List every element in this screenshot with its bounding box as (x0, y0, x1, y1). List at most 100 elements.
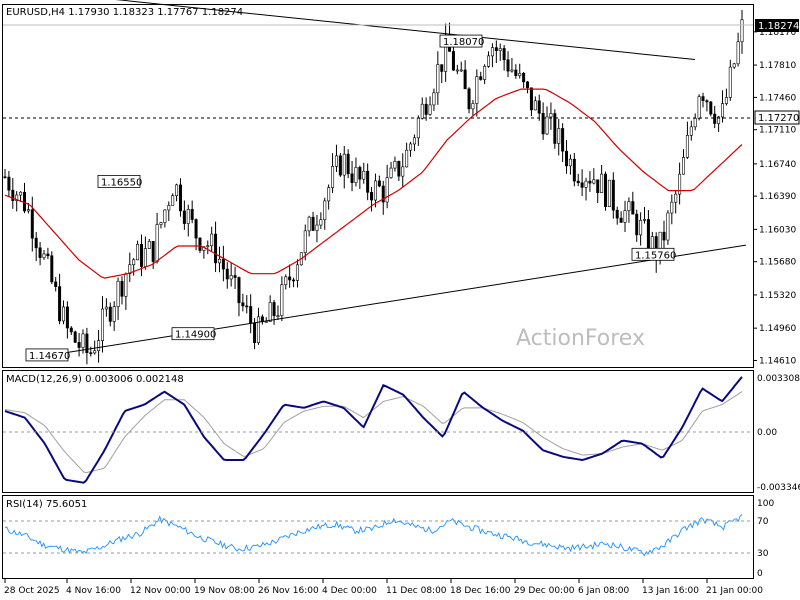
candle-body (19, 191, 23, 196)
candle-body (280, 284, 284, 316)
reference-level-box (754, 110, 800, 125)
candle-body (190, 209, 194, 220)
candle-body (553, 113, 557, 144)
candle-body (26, 209, 30, 212)
candle-body (311, 216, 315, 231)
price-tick-label: 1.14960 (759, 324, 796, 334)
annotation-label: 1.14670 (29, 351, 70, 362)
candle-body (572, 158, 576, 182)
candle-body (533, 100, 537, 111)
macd-tick-zero: 0.00 (757, 428, 777, 438)
current-price-box (755, 19, 799, 32)
candle-body (30, 209, 34, 239)
candle-body (409, 143, 413, 151)
candle-body (541, 112, 545, 135)
annotation-box (171, 327, 215, 341)
annotation-box (631, 247, 675, 261)
candle-body (689, 126, 693, 136)
candle-body (42, 253, 46, 258)
x-tick-label: 18 Dec 16:00 (450, 586, 511, 596)
reference-level-label: 1.17270 (758, 113, 799, 124)
candle-body (580, 182, 584, 188)
candle-body (77, 342, 81, 348)
price-tick-label: 1.16030 (759, 225, 796, 235)
candle-body (155, 224, 159, 262)
candle-body (670, 201, 674, 214)
candle-body (607, 179, 611, 207)
candle-body (701, 96, 705, 101)
x-tick-label: 21 Jan 00:00 (706, 586, 763, 596)
candle-body (721, 103, 725, 118)
candle-body (373, 180, 377, 201)
candle-body (611, 179, 615, 211)
x-tick-label: 11 Dec 08:00 (386, 586, 447, 596)
lower-trendline (39, 244, 747, 358)
candle-body (354, 167, 358, 183)
candle-body (178, 184, 182, 212)
candle-body (666, 212, 670, 241)
candle-body (116, 280, 120, 307)
candle-body (615, 209, 619, 219)
candle-body (50, 255, 54, 283)
candle-body (487, 55, 491, 67)
candle-body (214, 233, 218, 264)
candle-body (401, 166, 405, 177)
rsi-tick-100: 100 (757, 499, 774, 509)
rsi-line (4, 514, 743, 557)
price-tick-label: 1.16740 (759, 160, 796, 170)
candle-body (529, 87, 533, 111)
candle-body (475, 76, 479, 104)
macd-title: MACD(12,26,9) 0.003006 0.002148 (6, 374, 184, 385)
rsi-panel-frame (2, 495, 754, 579)
candle-body (732, 63, 736, 68)
rsi-title: RSI(14) 75.6051 (6, 499, 87, 510)
candle-body (15, 194, 19, 201)
candle-body (69, 327, 73, 333)
candle-body (584, 180, 588, 188)
candle-body (249, 306, 253, 324)
candle-body (136, 244, 140, 261)
candle-body (397, 161, 401, 177)
price-panel-frame (2, 4, 754, 368)
candle-body (22, 191, 26, 212)
moving-average-line (4, 88, 743, 279)
candle-body (740, 19, 744, 43)
candle-body (537, 100, 541, 114)
candle-body (303, 230, 307, 253)
candle-body (54, 281, 58, 287)
annotation-label: 1.18070 (443, 37, 484, 48)
candle-body (639, 220, 643, 236)
candle-body (561, 128, 565, 152)
candle-body (295, 264, 299, 281)
annotation-box (439, 34, 483, 48)
watermark: ActionForex (516, 326, 645, 351)
candle-body (576, 180, 580, 184)
candle-body (38, 247, 42, 258)
candle-body (494, 47, 498, 51)
candle-body (350, 173, 354, 183)
candle-body (366, 170, 370, 193)
candle-body (229, 275, 233, 280)
x-tick-label: 13 Jan 16:00 (642, 586, 699, 596)
annotation-label: 1.15760 (635, 250, 676, 261)
rsi-tick-0: 0 (757, 569, 763, 579)
candle-body (89, 352, 93, 355)
current-price-label: 1.18274 (758, 21, 799, 32)
candle-body (604, 173, 608, 207)
candle-body (362, 170, 366, 180)
candle-body (73, 331, 77, 343)
candle-body (370, 192, 374, 201)
candle-body (85, 333, 89, 354)
candle-body (112, 306, 116, 322)
candle-body (221, 258, 225, 270)
candle-body (385, 177, 389, 203)
candle-body (241, 302, 245, 307)
candle-body (104, 306, 108, 310)
candle-body (151, 241, 155, 262)
candle-body (502, 48, 506, 61)
candle-body (253, 322, 257, 344)
candle-body (93, 350, 97, 354)
candle-body (522, 73, 526, 83)
candle-body (674, 193, 678, 203)
price-tick-label: 1.15680 (759, 258, 796, 268)
